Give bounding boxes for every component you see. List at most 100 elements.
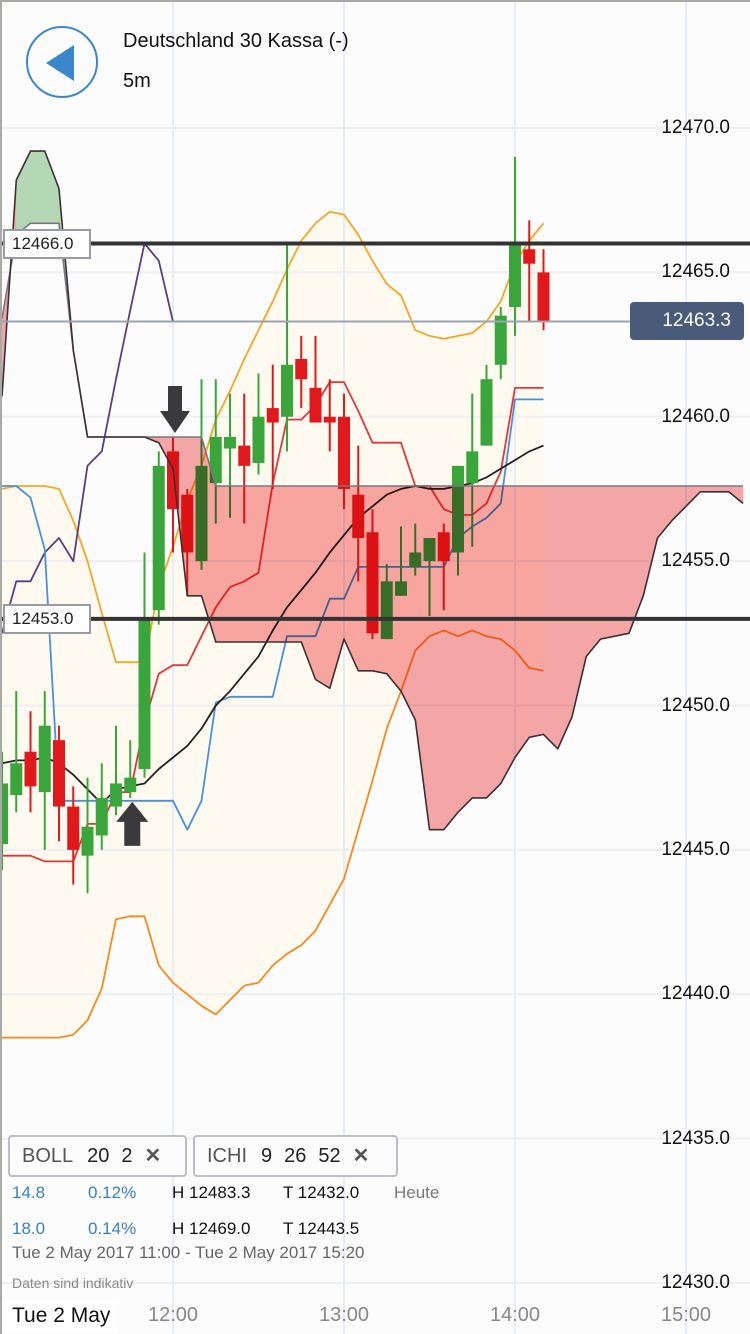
- candle: [281, 243, 293, 452]
- buy-arrow-up-icon: [116, 801, 149, 846]
- stat-change: 18.0: [12, 1219, 46, 1238]
- y-axis-tick-label: 12445.0: [661, 838, 730, 860]
- stat-low: T 12432.0: [283, 1183, 360, 1202]
- candle: [509, 156, 521, 336]
- disclaimer: Daten sind indikativ: [12, 1275, 134, 1291]
- close-icon[interactable]: ✕: [352, 1145, 370, 1167]
- current-price-tag: 12463.3: [630, 302, 744, 341]
- indicator-param: 26: [284, 1145, 307, 1167]
- y-axis-tick-label: 12455.0: [661, 550, 730, 572]
- candle: [10, 691, 23, 813]
- cloud-segment: [386, 485, 402, 692]
- cloud-segment: [628, 485, 644, 634]
- cloud-segment: [671, 485, 687, 522]
- back-button[interactable]: [26, 26, 98, 98]
- y-axis-tick-label: 12460.0: [661, 405, 730, 427]
- candle-body: [95, 797, 108, 836]
- cloud-segment: [315, 485, 331, 689]
- candle-body: [252, 416, 265, 463]
- candle: [53, 725, 65, 842]
- indicator-name: BOLL: [22, 1145, 74, 1167]
- candle-body: [281, 364, 293, 417]
- stat-change: 14.8: [12, 1183, 46, 1202]
- date-range: Tue 2 May 2017 11:00 - Tue 2 May 2017 15…: [12, 1243, 365, 1262]
- stat-high: H 12469.0: [172, 1219, 251, 1238]
- stat-label: Heute: [394, 1183, 440, 1202]
- close-icon[interactable]: ✕: [144, 1145, 162, 1167]
- cloud-segment: [400, 485, 416, 721]
- candle: [0, 751, 8, 871]
- cloud-segment: [486, 485, 502, 799]
- cloud-segment: [528, 485, 544, 738]
- y-axis-tick-label: 12450.0: [661, 694, 730, 716]
- stat-high: H 12483.3: [172, 1183, 251, 1202]
- candle-body: [110, 783, 122, 807]
- sell-arrow-down-icon: [160, 385, 190, 433]
- horizontal-line-label[interactable]: 12453.0: [3, 603, 91, 634]
- cloud-segment: [642, 485, 658, 596]
- candle-body: [209, 436, 222, 484]
- y-axis-tick-label: 12465.0: [661, 261, 730, 283]
- interval-label[interactable]: 5m: [123, 70, 151, 92]
- candle-body: [124, 777, 137, 793]
- candle-body: [466, 451, 479, 484]
- candle-body: [523, 249, 536, 264]
- cloud-segment: [429, 485, 445, 831]
- cloud-segment: [714, 485, 730, 493]
- cloud-segment: [614, 485, 630, 637]
- cloud-segment: [372, 485, 388, 675]
- indicator-param: 52: [318, 1145, 341, 1167]
- stat-pct: 0.14%: [88, 1219, 137, 1238]
- indicator-param: 9: [261, 1145, 273, 1167]
- candle-body: [224, 436, 236, 449]
- x-axis-tick-label: 13:00: [318, 1304, 370, 1326]
- candle-body: [295, 359, 308, 380]
- cloud-segment: [585, 485, 601, 658]
- indicator-name: ICHI: [207, 1145, 247, 1167]
- x-axis-tick-label: 12:00: [147, 1304, 199, 1326]
- cloud-segment: [571, 485, 587, 718]
- stat-low: T 12443.5: [283, 1219, 360, 1238]
- cloud-segment: [15, 150, 31, 236]
- cloud-segment: [443, 485, 459, 831]
- cloud-segment: [500, 485, 516, 784]
- candle: [95, 763, 108, 850]
- candle: [252, 373, 265, 475]
- horizontal-line-label[interactable]: 12466.0: [3, 228, 91, 259]
- candle: [523, 220, 536, 322]
- indicator-param: 2: [121, 1145, 133, 1167]
- indicator-param: 20: [87, 1145, 110, 1167]
- candle: [124, 740, 137, 798]
- candle: [67, 786, 80, 885]
- y-axis-tick-label: 12470.0: [661, 117, 730, 138]
- candle-body: [537, 272, 550, 322]
- candle: [81, 777, 94, 894]
- candle: [138, 552, 151, 778]
- candle: [323, 379, 336, 452]
- bollinger-upper-line: [1, 210, 545, 664]
- indicator-chip-boll[interactable]: BOLL 20 2 ✕: [8, 1135, 187, 1177]
- cloud-segment: [457, 485, 473, 814]
- candle-body: [509, 243, 521, 308]
- x-axis-tick-label: 15:00: [660, 1304, 712, 1326]
- candle: [110, 725, 122, 816]
- candle: [266, 364, 279, 489]
- candle: [309, 335, 322, 423]
- candle-body: [338, 416, 350, 489]
- candle-body: [266, 408, 279, 423]
- candle: [24, 711, 37, 813]
- candle-body: [138, 618, 151, 770]
- candle-body: [67, 806, 80, 850]
- cloud-segment: [44, 150, 60, 224]
- candle-body: [480, 379, 493, 446]
- candle-body: [38, 725, 51, 793]
- candle: [295, 335, 308, 409]
- x-axis-tick-label: 14:00: [489, 1304, 541, 1326]
- candle-body: [238, 445, 251, 466]
- candle-body: [81, 826, 94, 856]
- indicator-chip-ichi[interactable]: ICHI 9 26 52 ✕: [193, 1135, 398, 1177]
- senkou-span-a-line: [1, 150, 744, 831]
- cloud-segment: [514, 485, 530, 759]
- cloud-segment: [357, 485, 373, 672]
